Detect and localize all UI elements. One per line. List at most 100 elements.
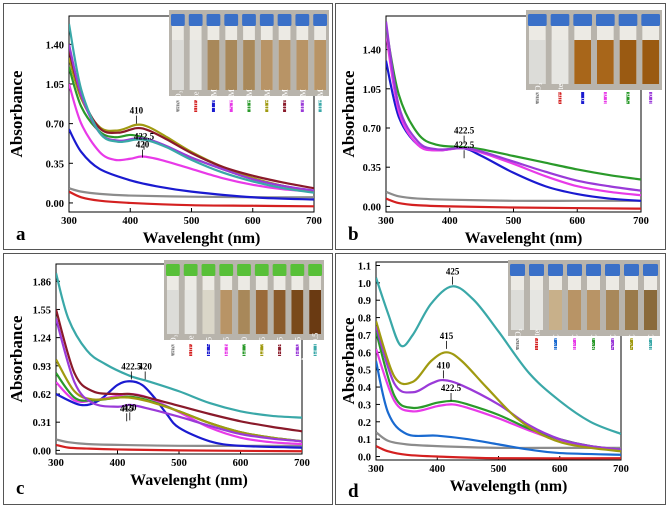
series-line-2 (69, 128, 314, 201)
panel-letter: b (348, 224, 359, 245)
y-tick-label: 0.7 (358, 331, 371, 342)
series-line-5 (386, 21, 641, 192)
vial-cap (290, 264, 305, 276)
vial-cap (219, 264, 234, 276)
vial-cap (308, 264, 322, 276)
vial-solution (296, 40, 309, 90)
x-axis-label: Wavelenght (nm) (465, 230, 583, 247)
vial-cap (510, 264, 525, 276)
legend-label: pH 7.0 (239, 337, 249, 360)
legend-label: pH 6.5 (221, 337, 231, 360)
peak-annotation: 410 (130, 106, 144, 116)
y-tick-label: 1.1 (358, 261, 371, 272)
chart-a: 300 400 500 600 700 0.00 0.35 0.70 1.05 1.40 Wavel… (7, 10, 329, 247)
vial-cap (529, 264, 544, 276)
y-tick-label: 0.00 (363, 202, 381, 213)
peak-annotation: 422.5 (454, 126, 475, 136)
series-line-4 (56, 372, 302, 443)
vial-solution (255, 290, 268, 334)
legend-label: 20 g (646, 92, 656, 108)
legend-label: 0.1 mM (208, 89, 218, 116)
legend-label: pH 5.5 (203, 337, 213, 360)
chart-d: 300 400 500 600 700 0.0 0.1 0.2 0.3 0.4 0.5 0.6 0.7 0… (339, 260, 660, 502)
vial-solution (184, 290, 197, 334)
vial-cap (596, 14, 615, 26)
legend-label: 5.0 mM (315, 89, 325, 116)
vial-cap (201, 264, 216, 276)
vial-solution (644, 290, 657, 330)
y-tick-label: 1.24 (33, 334, 52, 345)
vial-solution (551, 40, 569, 84)
x-tick-label: 500 (491, 464, 507, 475)
legend-label: AgNO₃ (173, 90, 183, 116)
peak-annotation: 422.5 (121, 361, 142, 371)
y-tick-label: 0.93 (33, 362, 51, 373)
series-line-4 (386, 26, 641, 181)
x-tick-label: 500 (171, 458, 187, 469)
vial-cap (224, 14, 239, 26)
vial-solution (587, 290, 600, 330)
legend-label: pH 7.5 (257, 337, 267, 360)
panel-b: 300 400 500 600 700 0.00 0.35 0.70 1.05 1.40 Wavel… (335, 3, 666, 250)
x-axis-label: Wavelenght (nm) (130, 472, 248, 489)
x-tick-label: 300 (378, 216, 394, 227)
x-tick-label: 600 (233, 458, 249, 469)
y-axis-label: Absorbance (7, 70, 26, 157)
y-tick-label: 0.2 (358, 418, 371, 429)
vial-solution (260, 40, 273, 90)
legend-label: 35° C (608, 334, 618, 354)
vial-solution (273, 290, 286, 334)
legend-label: pH 8.5 (275, 337, 285, 360)
legend-label: 1.0 mM (244, 89, 254, 116)
peak-annotation: 420 (138, 361, 152, 371)
y-tick-label: 1.0 (358, 279, 371, 290)
vial-solution (549, 290, 562, 330)
vial-solution (172, 40, 184, 90)
series-line-1 (376, 445, 621, 460)
vial-cap (183, 264, 198, 276)
vial-solution (220, 290, 233, 334)
vial-cap (528, 14, 547, 26)
vial-solution (278, 40, 291, 90)
legend-label: 10° C (551, 334, 561, 354)
vial-solution (574, 40, 591, 84)
vial-cap (295, 14, 310, 26)
y-tick-label: 0.6 (358, 348, 371, 359)
legend-label: Filtrate (191, 91, 201, 116)
vial-cap (573, 14, 592, 26)
vial-solution (189, 40, 202, 90)
y-tick-label: 0.35 (363, 163, 381, 174)
legend-label: 20° C (570, 334, 580, 354)
peak-annotation: 425 (446, 267, 460, 277)
vial-cap (259, 14, 274, 26)
legend-label: 28° C (589, 334, 599, 354)
series-line-8 (69, 23, 314, 194)
vial-solution (238, 290, 250, 334)
vial-cap (624, 264, 639, 276)
series-group (376, 277, 621, 460)
peak-annotation: 415 (440, 331, 454, 341)
series-group (56, 272, 302, 453)
legend-label: 4.0 mM (297, 89, 307, 116)
x-tick-label: 700 (633, 216, 649, 227)
series-line-3 (69, 83, 314, 193)
legend-label: pH 10.5 (310, 333, 320, 360)
series-line-7 (56, 318, 302, 443)
vial-cap (586, 264, 601, 276)
series-line-1 (69, 190, 314, 208)
y-tick-label: 0.70 (363, 124, 381, 135)
panel-c: 300 400 500 600 700 0.00 0.31 0.62 0.93 1.24 1.55 1… (3, 253, 333, 505)
x-tick-label: 400 (442, 216, 458, 227)
y-axis-label: Absorbance (339, 70, 358, 157)
vial-cap (605, 264, 620, 276)
x-tick-label: 700 (306, 216, 322, 227)
panel-a: 300 400 500 600 700 0.00 0.35 0.70 1.05 1.40 Wavel… (3, 3, 333, 250)
vial-solution (642, 40, 659, 84)
y-tick-label: 1.05 (363, 85, 381, 96)
vial-cap (166, 264, 180, 276)
y-tick-label: 0.4 (358, 383, 372, 394)
legend-label: AgNO₃ (168, 334, 178, 360)
series-line-2 (376, 360, 621, 456)
vial-solution (568, 290, 581, 330)
legend-label: 5 g (578, 97, 588, 108)
